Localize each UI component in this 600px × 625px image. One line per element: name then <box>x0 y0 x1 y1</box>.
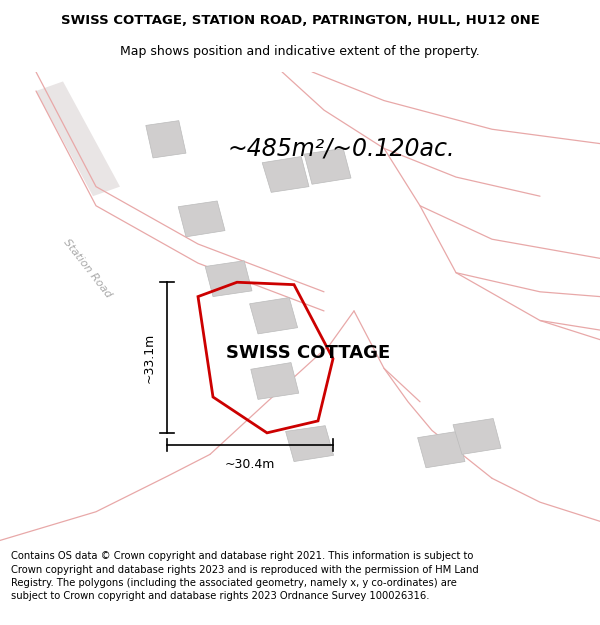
Polygon shape <box>146 121 186 158</box>
Text: Contains OS data © Crown copyright and database right 2021. This information is : Contains OS data © Crown copyright and d… <box>11 551 479 601</box>
Polygon shape <box>262 156 309 192</box>
Polygon shape <box>36 81 120 196</box>
Text: Station Road: Station Road <box>61 237 113 299</box>
Polygon shape <box>418 431 465 468</box>
Text: ~30.4m: ~30.4m <box>225 458 275 471</box>
Polygon shape <box>178 201 225 237</box>
Text: ~33.1m: ~33.1m <box>143 332 156 382</box>
Polygon shape <box>453 419 501 454</box>
Polygon shape <box>251 362 299 399</box>
Polygon shape <box>304 148 351 184</box>
Polygon shape <box>286 426 334 461</box>
Text: SWISS COTTAGE: SWISS COTTAGE <box>226 344 390 362</box>
Text: Map shows position and indicative extent of the property.: Map shows position and indicative extent… <box>120 44 480 58</box>
Text: ~485m²/~0.120ac.: ~485m²/~0.120ac. <box>228 136 455 161</box>
Text: SWISS COTTAGE, STATION ROAD, PATRINGTON, HULL, HU12 0NE: SWISS COTTAGE, STATION ROAD, PATRINGTON,… <box>61 14 539 28</box>
Polygon shape <box>205 261 252 297</box>
Polygon shape <box>250 298 298 334</box>
